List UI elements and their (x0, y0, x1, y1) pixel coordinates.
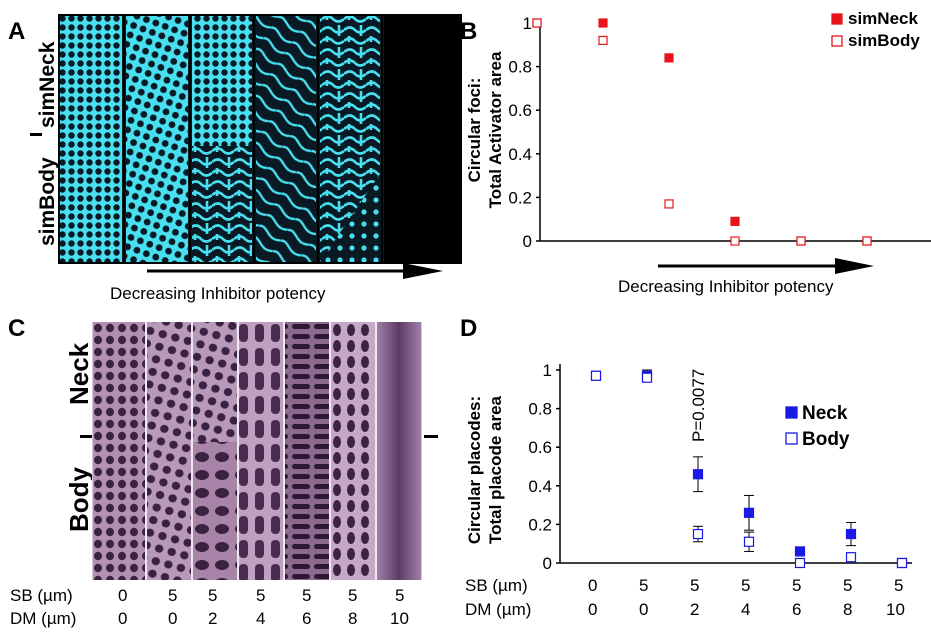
panel-d-sb-value: 0 (588, 576, 598, 595)
panel-a-left-tick (30, 133, 42, 136)
y-tick-label: 0.8 (528, 400, 552, 419)
data-point-simBody (796, 236, 806, 246)
y-tick-label: 0.6 (508, 101, 532, 120)
panel-d-dm-value: 6 (792, 600, 802, 619)
legend-label: simNeck (848, 9, 918, 28)
panel-d-dm-value: 0 (588, 600, 598, 619)
panel-d-sb-value: 5 (690, 576, 700, 595)
panel-d-sb-value: 5 (792, 576, 802, 595)
y-axis-label: Circular foci: Total Activator area (465, 51, 505, 208)
y-tick-label: 1 (543, 361, 552, 380)
x-axis-label: Decreasing Inhibitor potency (618, 277, 834, 296)
panel-a-right-tick (444, 133, 456, 136)
x-arrow-head (835, 258, 874, 274)
data-point-simBody (598, 35, 608, 46)
panel-c-right-tick (424, 435, 438, 438)
legend-label: simBody (848, 31, 920, 50)
panel-d-dm-label: DM (µm) (465, 600, 532, 619)
panel-c-dm-value: 10 (390, 609, 409, 628)
panel-a-arrow-label: Decreasing Inhibitor potency (110, 284, 326, 303)
legend-label: Body (802, 429, 850, 450)
panel-c-sb-label: SB (µm) (10, 586, 73, 605)
data-point-Neck (845, 528, 857, 540)
panel-c-dm-value: 2 (208, 609, 218, 628)
panel-label-d: D (460, 315, 478, 342)
panel-label-b: B (460, 18, 478, 45)
data-point-Neck (794, 546, 806, 557)
y-tick-label: 0.4 (508, 145, 532, 164)
data-point-Body (590, 370, 602, 381)
panel-d-dm-value: 2 (690, 600, 700, 619)
panel-c-dm-label: DM (µm) (10, 609, 77, 628)
data-point-Body (845, 552, 857, 563)
y-tick-label: 1 (523, 14, 532, 33)
data-point-simBody (862, 236, 872, 246)
data-point-Neck (743, 507, 755, 518)
panel-c-left-tick (80, 435, 92, 438)
data-point-Body (896, 557, 908, 569)
panel-label-c: C (8, 315, 26, 342)
panel-d-dm-value: 10 (886, 600, 905, 619)
y-tick-label: 0 (543, 554, 552, 573)
legend-marker (785, 406, 798, 419)
data-point-Body (743, 536, 755, 547)
panel-c-sb-value: 5 (256, 586, 266, 605)
y-tick-label: 0 (523, 232, 532, 251)
panel-a-simulation-strips (58, 14, 462, 264)
data-point-simNeck (730, 216, 740, 226)
panel-d-dm-value: 8 (843, 600, 853, 619)
panel-c-concentration-table: SB (µm) DM (µm) 0 5 5 5 5 5 5 0 0 2 4 6 … (0, 0, 460, 634)
y-tick-label: 0.4 (528, 477, 552, 496)
y-tick-label: 0.2 (528, 515, 552, 534)
legend-marker (831, 35, 843, 47)
panel-d-sb-value: 5 (894, 576, 904, 595)
panel-c-sb-value: 5 (302, 586, 312, 605)
panel-c-dm-value: 0 (168, 609, 178, 628)
panel-c-dm-value: 4 (256, 609, 266, 628)
panel-c-sb-value: 5 (395, 586, 405, 605)
y-tick-label: 0.6 (528, 438, 552, 457)
data-point-Body (692, 528, 704, 540)
panel-a-arrow (147, 263, 443, 279)
panel-d-chart: 0 0.2 0.4 0.6 0.8 1 Circular placodes: Total pl… (465, 361, 912, 573)
legend-marker (785, 432, 798, 445)
panel-c-sb-value: 5 (168, 586, 178, 605)
panel-c-sb-value: 0 (118, 586, 128, 605)
panel-d-sb-value: 5 (639, 576, 649, 595)
legend-label: Neck (802, 403, 848, 424)
y-tick-label: 0.8 (508, 58, 532, 77)
panel-c-dm-value: 0 (118, 609, 128, 628)
panel-d-sb-label: SB (µm) (465, 576, 528, 595)
y-tick-label: 0.2 (508, 188, 532, 207)
panel-c-sb-value: 5 (208, 586, 218, 605)
panel-c-dm-value: 6 (302, 609, 312, 628)
data-point-Body (641, 372, 653, 383)
panel-c-tissue-strips (92, 322, 422, 580)
data-point-Body (794, 557, 806, 569)
data-point-simBody (532, 18, 542, 28)
panel-d-dm-value: 0 (639, 600, 649, 619)
panel-d-sb-value: 5 (741, 576, 751, 595)
panel-d-dm-value: 4 (741, 600, 751, 619)
panel-c-dm-value: 8 (348, 609, 358, 628)
panel-b-chart: 0 0.2 0.4 0.6 0.8 1 Circular foci: Total Activa… (465, 9, 931, 296)
p-value-annotation: P=0.0077 (689, 369, 708, 442)
legend-marker (831, 13, 843, 25)
panel-d-sb-value: 5 (843, 576, 853, 595)
data-point-simNeck (598, 18, 608, 28)
panel-c-sb-value: 5 (348, 586, 358, 605)
data-point-simBody (664, 199, 674, 209)
data-point-simNeck (664, 53, 674, 63)
data-point-Neck (692, 469, 704, 480)
data-point-simBody (730, 236, 740, 246)
y-axis-label: Circular placodes: Total placode area (465, 395, 505, 544)
panel-label-a: A (8, 18, 26, 45)
